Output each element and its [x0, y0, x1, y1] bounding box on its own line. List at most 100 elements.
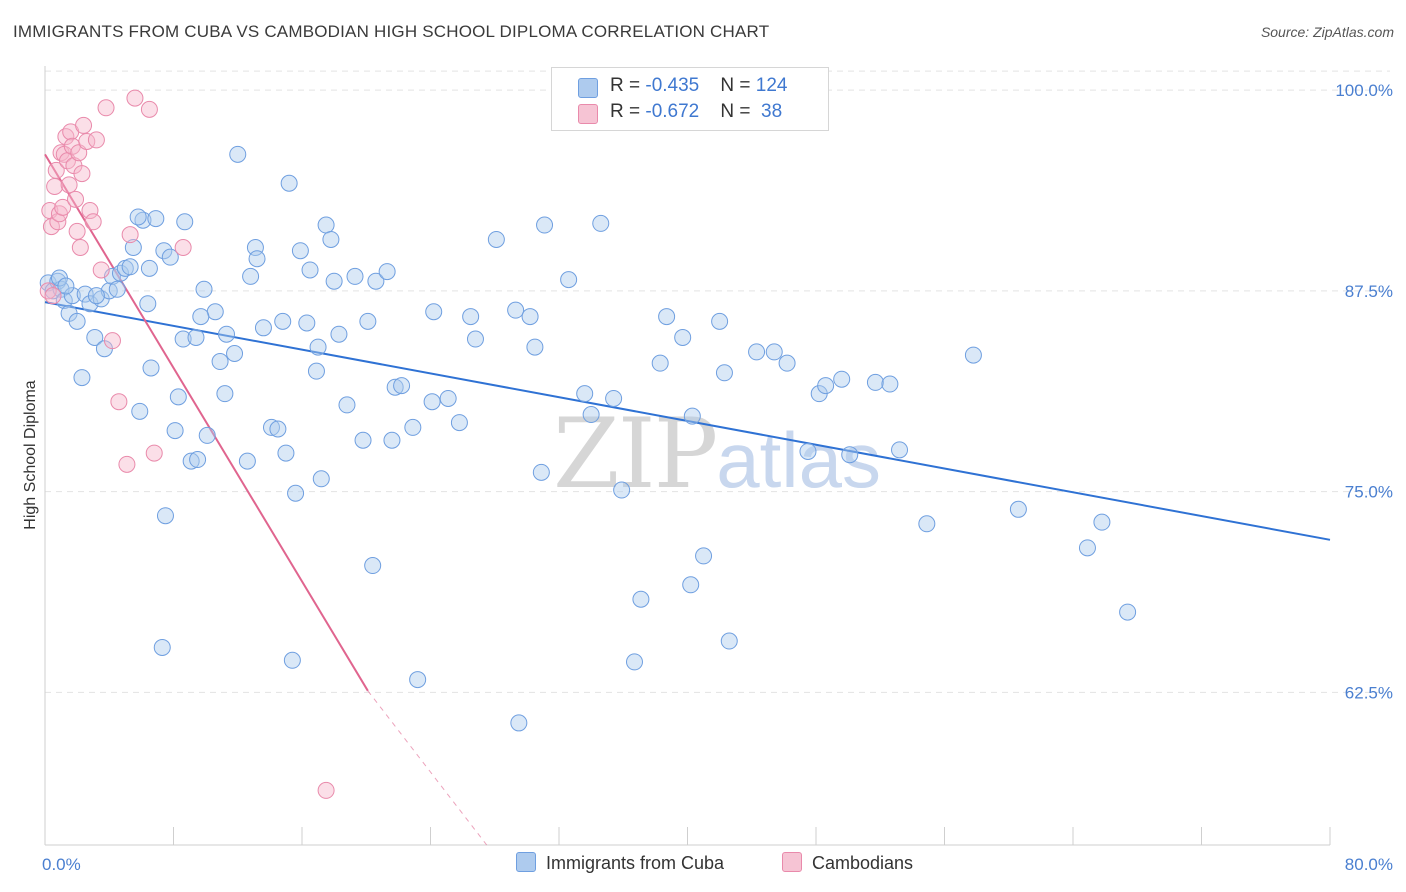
point-cuba — [248, 250, 266, 268]
point-cambodians — [60, 176, 78, 194]
point-cuba — [354, 431, 372, 449]
legend-row-cuba: R = -0.435 N = 124 — [578, 75, 787, 101]
x-tick-label-min: 0.0% — [42, 855, 81, 874]
point-cambodians — [44, 287, 62, 305]
point-cuba — [526, 338, 544, 356]
legend-r-label: R = — [610, 101, 646, 122]
point-cuba — [378, 263, 396, 281]
point-cambodians — [84, 213, 102, 231]
point-cuba — [280, 174, 298, 192]
point-cuba — [532, 463, 550, 481]
point-cuba — [423, 393, 441, 411]
point-cuba — [536, 216, 554, 234]
point-cambodians — [73, 165, 91, 183]
point-cuba — [715, 364, 733, 382]
point-cuba — [778, 354, 796, 372]
point-cambodians — [67, 190, 85, 208]
point-cuba — [68, 312, 86, 330]
point-cambodians — [140, 100, 158, 118]
point-cambodians — [317, 781, 335, 799]
point-cuba — [111, 264, 129, 282]
point-cambodians — [103, 332, 121, 350]
point-cambodians — [118, 455, 136, 473]
point-cuba — [238, 452, 256, 470]
point-cuba — [139, 295, 157, 313]
point-cuba — [254, 319, 272, 337]
point-cuba — [383, 431, 401, 449]
point-cuba — [73, 369, 91, 387]
point-cuba — [748, 343, 766, 361]
point-cuba — [262, 418, 280, 436]
point-cambodians — [110, 393, 128, 411]
point-cuba — [462, 308, 480, 326]
point-cuba — [487, 230, 505, 248]
point-cuba — [510, 714, 528, 732]
y-axis-label: High School Diploma — [22, 380, 39, 530]
point-cambodians — [54, 198, 72, 216]
point-cambodians — [97, 99, 115, 117]
point-cuba — [765, 343, 783, 361]
legend-r-value-cambodians: -0.672 — [645, 101, 700, 122]
point-cambodians — [71, 238, 89, 256]
chart-title: IMMIGRANTS FROM CUBA VS CAMBODIAN HIGH S… — [13, 22, 770, 41]
point-cuba — [309, 338, 327, 356]
point-cambodians — [174, 238, 192, 256]
legend-swatch-cambodians — [578, 104, 598, 124]
point-cuba — [161, 248, 179, 266]
point-cuba — [269, 420, 287, 438]
point-cuba — [386, 378, 404, 396]
point-cuba — [211, 353, 229, 371]
point-cuba — [833, 370, 851, 388]
point-cuba — [866, 373, 884, 391]
y-tick-label: 62.5% — [1345, 683, 1393, 702]
axes — [44, 66, 1331, 846]
point-cuba — [364, 557, 382, 575]
legend-swatch-cuba — [578, 78, 598, 98]
point-cuba — [918, 515, 936, 533]
point-cuba — [1078, 539, 1096, 557]
point-cuba — [301, 261, 319, 279]
point-cuba — [124, 238, 142, 256]
point-cambodians — [145, 444, 163, 462]
point-cuba — [229, 145, 247, 163]
point-cambodians — [47, 161, 65, 179]
point-cuba — [891, 441, 909, 459]
point-cuba — [817, 377, 835, 395]
legend-r-value-cuba: -0.435 — [645, 75, 700, 96]
point-cuba — [521, 308, 539, 326]
legend-n-value-cuba: 124 — [755, 75, 788, 96]
point-cuba — [198, 426, 216, 444]
source-credit: Source: ZipAtlas.com — [1260, 24, 1394, 40]
point-cuba — [218, 325, 236, 343]
correlation-legend: R = -0.435 N = 124 R = -0.672 N = 38 — [551, 67, 829, 131]
point-cuba — [330, 325, 348, 343]
point-cuba — [174, 330, 192, 348]
point-cuba — [625, 653, 643, 671]
point-cuba — [55, 292, 73, 310]
data-points — [39, 89, 1137, 799]
point-cuba — [592, 214, 610, 232]
point-cambodians — [68, 222, 86, 240]
point-cuba — [425, 303, 443, 321]
point-cuba — [711, 312, 729, 330]
point-cuba — [393, 377, 411, 395]
point-cuba — [121, 258, 139, 276]
point-cuba — [1093, 513, 1111, 531]
point-cuba — [322, 230, 340, 248]
point-cuba — [338, 396, 356, 414]
point-cuba — [108, 280, 126, 298]
point-cuba — [156, 507, 174, 525]
point-cambodians — [57, 128, 75, 146]
point-cuba — [298, 314, 316, 332]
legend-row-cambodians: R = -0.672 N = 38 — [578, 101, 782, 127]
point-cuba — [242, 267, 260, 285]
point-cuba — [134, 211, 152, 229]
point-cambodians — [121, 226, 139, 244]
point-cuba — [632, 590, 650, 608]
point-cuba — [674, 328, 692, 346]
point-cuba — [576, 385, 594, 403]
point-cuba — [695, 547, 713, 565]
point-cambodians — [92, 261, 110, 279]
point-cuba — [195, 280, 213, 298]
